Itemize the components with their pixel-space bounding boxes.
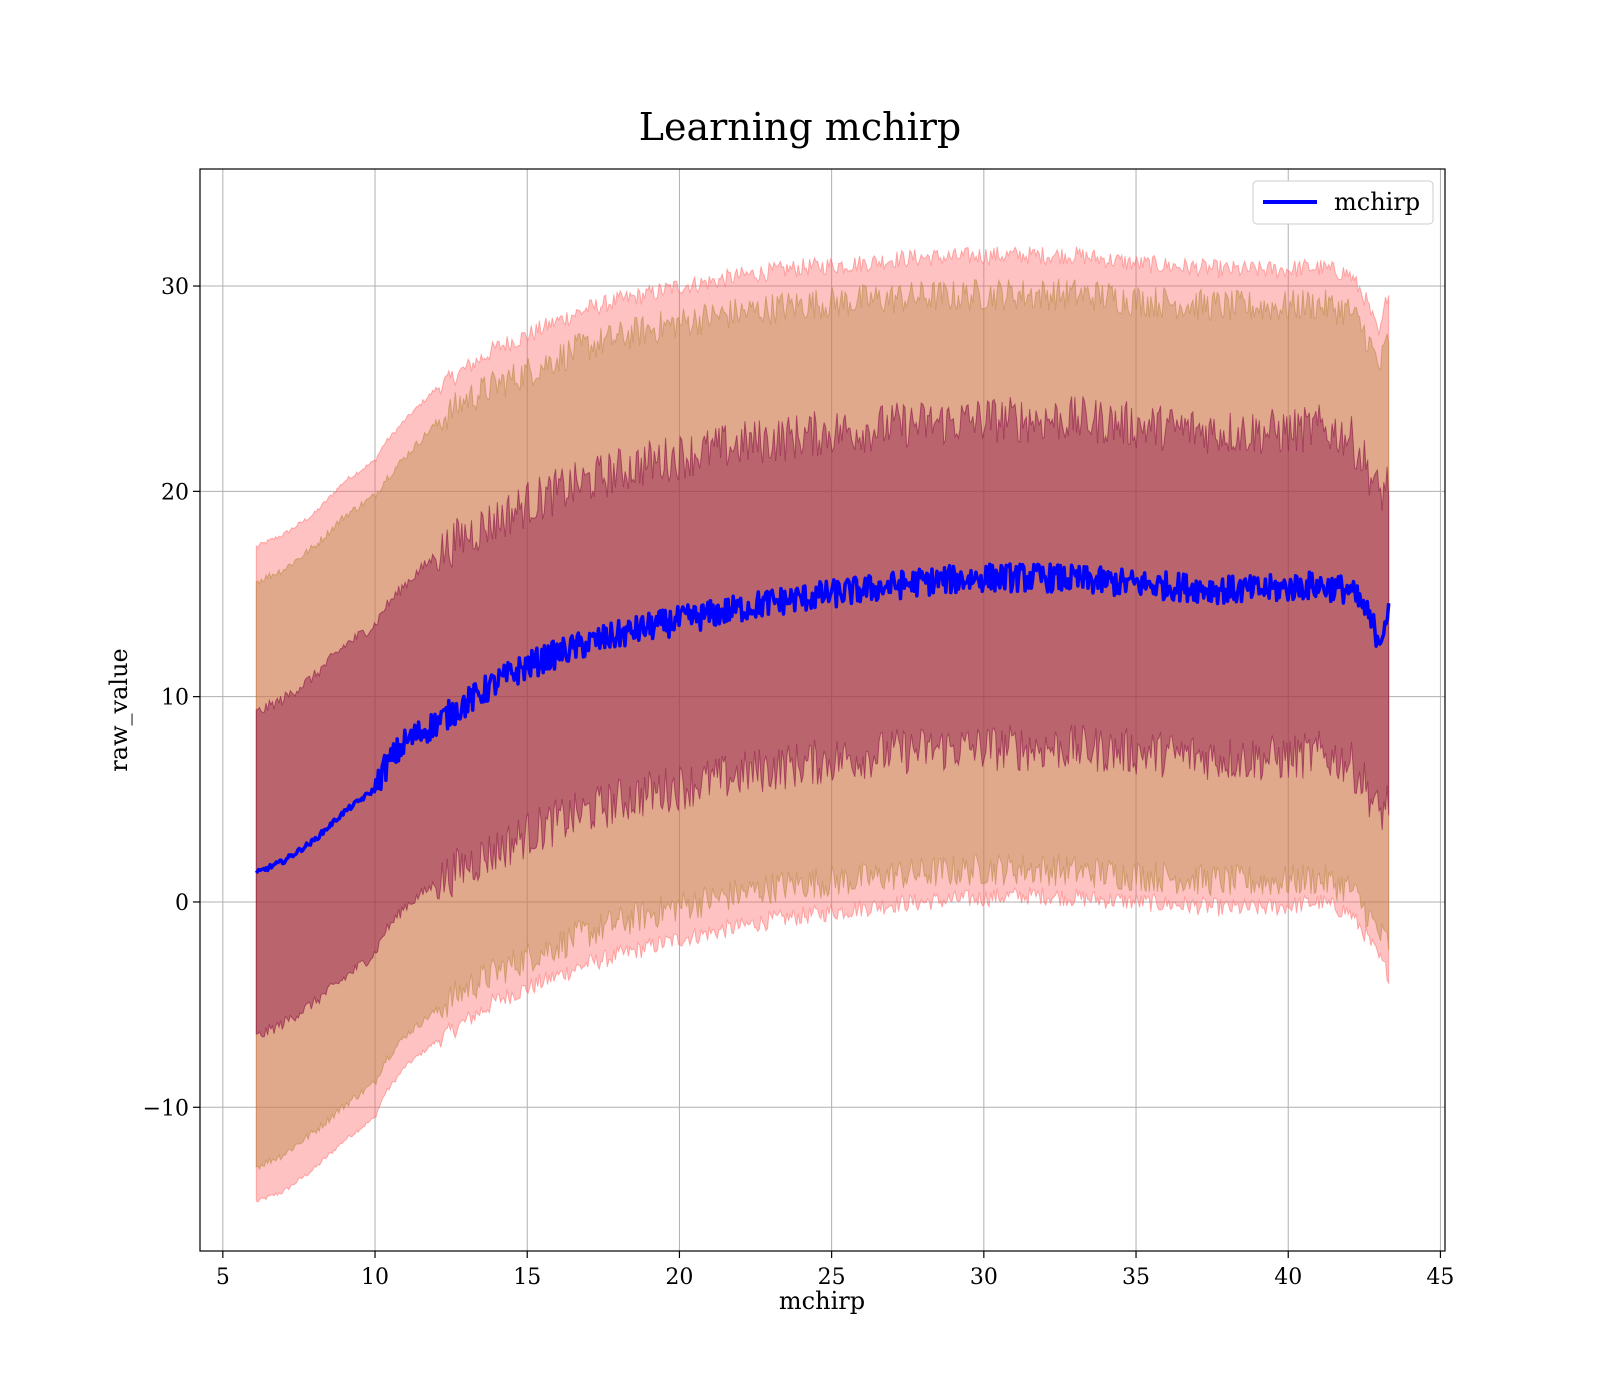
y-tick-label-2: 10: [161, 686, 189, 711]
chart-title: Learning mchirp: [639, 105, 961, 149]
confidence-bands: [255, 246, 1390, 1203]
x-tick-label-25: 25: [818, 1265, 846, 1290]
y-axis-label: raw_value: [105, 648, 133, 772]
band-3: [255, 396, 1390, 1038]
x-tick-label-30: 30: [970, 1265, 998, 1290]
band-2: [255, 278, 1390, 1171]
legend: mchirp: [1252, 180, 1434, 225]
x-tick-label-10: 10: [361, 1265, 389, 1290]
series-line-mchirp: [254, 562, 1391, 875]
y-tick-label-4: 30: [161, 275, 189, 300]
series-lines: [254, 562, 1391, 875]
plot-frame: [199, 168, 1446, 1252]
x-tick-label-20: 20: [665, 1265, 693, 1290]
y-axis-ticks: −10 0 10 20 30: [143, 275, 200, 1121]
grid: [200, 169, 1445, 1251]
x-tick-label-45: 45: [1426, 1265, 1454, 1290]
x-axis-label: mchirp: [779, 1287, 865, 1315]
legend-label-mchirp: mchirp: [1334, 188, 1420, 216]
y-tick-label-1: 0: [175, 891, 189, 916]
x-tick-label-35: 35: [1122, 1265, 1150, 1290]
x-axis-ticks: 5 10 15 20 25 30 35 40 45: [216, 1251, 1454, 1290]
y-tick-label-0: −10: [143, 1096, 189, 1121]
x-tick-label-15: 15: [513, 1265, 541, 1290]
legend-box: [1252, 180, 1434, 225]
x-tick-label-40: 40: [1274, 1265, 1302, 1290]
x-tick-label-5: 5: [216, 1265, 230, 1290]
y-tick-label-3: 20: [161, 480, 189, 505]
